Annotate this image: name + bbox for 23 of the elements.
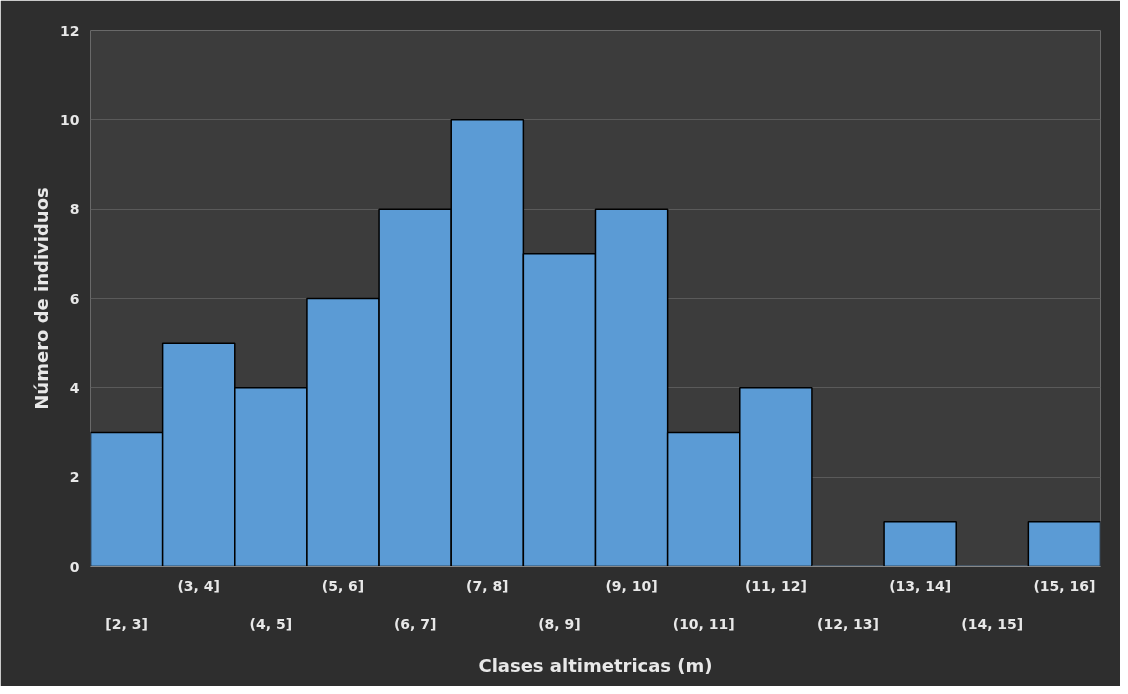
x-tick-label: [2, 3] bbox=[105, 615, 148, 632]
x-tick-label: (4, 5] bbox=[249, 615, 293, 632]
x-tick-label: (10, 11] bbox=[672, 615, 735, 632]
y-tick-label: 4 bbox=[69, 379, 80, 396]
y-tick-label: 12 bbox=[60, 22, 80, 39]
x-tick-label: (15, 16] bbox=[1033, 577, 1096, 594]
x-tick-label: (3, 4] bbox=[177, 577, 220, 594]
x-tick-label: (7, 8] bbox=[466, 577, 509, 594]
y-tick-label: 10 bbox=[60, 111, 80, 128]
y-tick-label: 8 bbox=[69, 201, 80, 218]
x-tick-label: (12, 13] bbox=[817, 615, 879, 632]
x-tick-label: (6, 7] bbox=[393, 615, 437, 632]
x-tick-label: (5, 6] bbox=[321, 577, 365, 594]
y-tick-label: 6 bbox=[69, 290, 80, 307]
y-tick-label: 0 bbox=[69, 558, 80, 575]
y-axis-title: Número de individuos bbox=[31, 187, 53, 410]
x-axis-title: Clases altimetricas (m) bbox=[478, 654, 713, 676]
x-tick-label: (9, 10] bbox=[605, 577, 658, 594]
x-tick-label: (14, 15] bbox=[961, 615, 1024, 632]
y-tick-label: 2 bbox=[69, 469, 80, 486]
x-tick-label: (11, 12] bbox=[744, 577, 807, 594]
x-tick-label: (13, 14] bbox=[889, 577, 952, 594]
x-tick-label: (8, 9] bbox=[538, 615, 581, 632]
